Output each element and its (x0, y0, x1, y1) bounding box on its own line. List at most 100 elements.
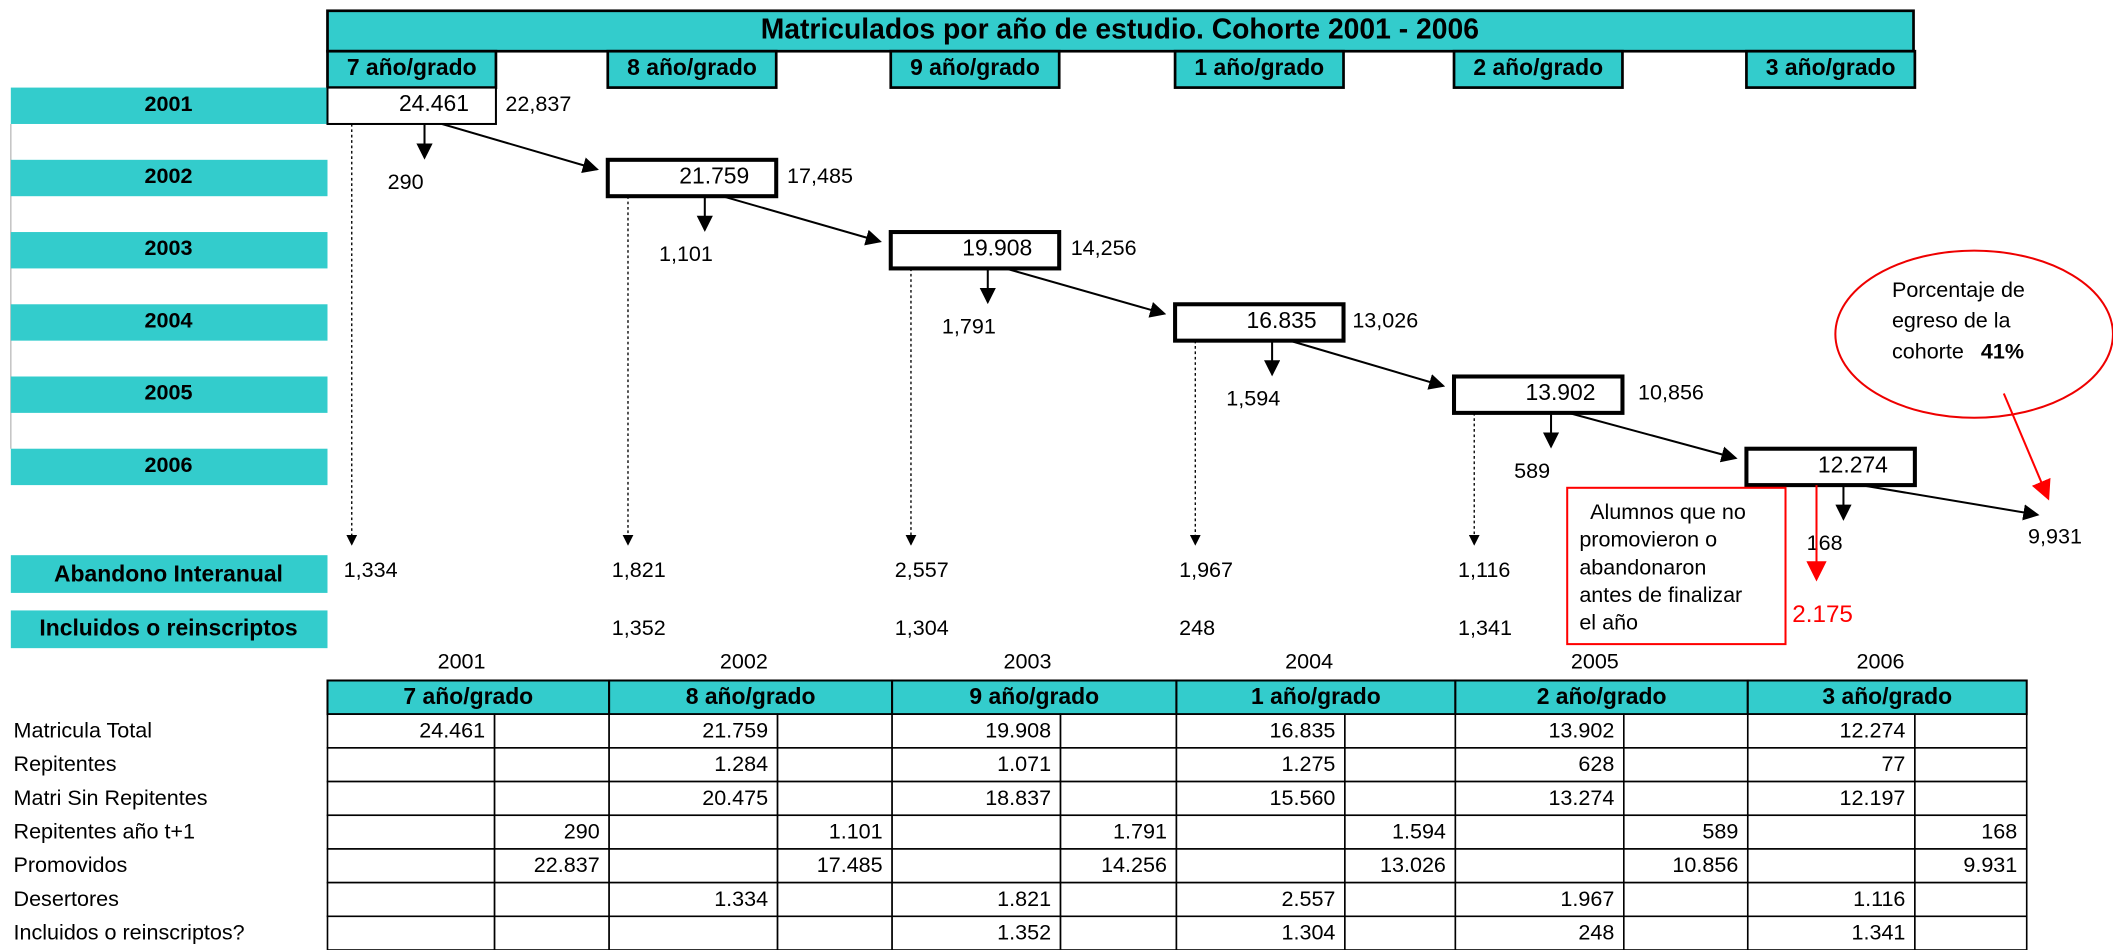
table-cell (891, 780, 1062, 817)
row-label: Desertores (14, 886, 119, 911)
enrolled-box (326, 86, 497, 125)
cell-value: 77 (1881, 751, 1905, 776)
table-cell (1175, 713, 1346, 749)
table-cell (1175, 848, 1346, 884)
table-cell (776, 814, 893, 850)
table-cell (1344, 713, 1457, 749)
cell-value: 12.197 (1840, 785, 1906, 810)
table-cell (891, 814, 1062, 850)
row-label: Matri Sin Repitentes (14, 785, 208, 810)
cell-value: 13.026 (1380, 852, 1446, 877)
table-cell (891, 713, 1062, 749)
repeat-value: 1,101 (659, 241, 713, 266)
callout-arrow (2002, 393, 2051, 501)
table-cell (493, 713, 610, 749)
callout-bold: 41% (1981, 339, 2024, 364)
table-cell (608, 915, 779, 950)
callout-line: Porcentaje de (1892, 277, 2025, 302)
note-line: Alumnos que no (1590, 499, 1746, 524)
grade-label: 9 año/grado (910, 54, 1040, 80)
promote-value: 22,837 (505, 91, 571, 116)
table-cell (1454, 915, 1625, 950)
cell-value: 19.908 (985, 717, 1051, 742)
table-cell (776, 915, 893, 950)
promote-arrow (441, 123, 599, 174)
cell-value: 589 (1702, 818, 1738, 843)
cell-value: 20.475 (702, 785, 768, 810)
cell-value: 13.902 (1548, 717, 1614, 742)
table-cell (1059, 713, 1178, 749)
cell-value: 1.101 (829, 818, 883, 843)
promote-value: 17,485 (787, 163, 853, 188)
table-cell (776, 747, 893, 783)
table-cell (608, 747, 779, 783)
table-cell (891, 848, 1062, 884)
cell-value: 1.967 (1560, 886, 1614, 911)
table-cell (1059, 881, 1178, 918)
row-label: Repitentes (14, 751, 117, 776)
cell-value: 12.274 (1840, 717, 1906, 742)
table-cell (1059, 780, 1178, 817)
callout-line: cohorte (1892, 339, 1964, 364)
year-bar (10, 448, 328, 486)
dropout-value: 2,557 (895, 557, 949, 582)
year-bar (10, 232, 328, 269)
table-cell (1914, 747, 2028, 783)
table-cell (608, 780, 779, 817)
repeat-value: 290 (388, 169, 424, 194)
year-bar (10, 87, 328, 124)
included-value: 1,304 (895, 615, 949, 640)
year-bar (10, 159, 328, 197)
grade-header (1452, 49, 1624, 89)
year-bar (10, 376, 328, 413)
table-cell (608, 848, 779, 884)
cell-value: 1.334 (714, 886, 768, 911)
promote-arrow (1289, 339, 1446, 390)
cell-value: 1.275 (1282, 751, 1336, 776)
cell-value: 14.256 (1101, 852, 1167, 877)
table-cell (1914, 881, 2028, 918)
repeat-value: 168 (1807, 530, 1843, 555)
title-bar (326, 9, 1915, 53)
included-bar (10, 610, 328, 649)
cell-value: 1.791 (1113, 818, 1167, 843)
table-cell (1622, 747, 1749, 783)
table-cell (1454, 848, 1625, 884)
table-header-label: 8 año/grado (686, 683, 816, 709)
table-cell (1344, 780, 1457, 817)
table-cell (1622, 915, 1749, 950)
table-cell (1344, 814, 1457, 850)
year-label: 2002 (145, 163, 193, 188)
callout-line: egreso de la (1892, 308, 2011, 333)
note-line: el año (1579, 610, 1638, 635)
note-line: abandonaron (1579, 554, 1706, 579)
year-label: 2003 (145, 235, 193, 260)
table-cell (1746, 915, 1916, 950)
cell-value: 17.485 (817, 852, 883, 877)
grade-label: 1 año/grado (1194, 54, 1324, 80)
table-cell (326, 915, 496, 950)
table-header-label: 2 año/grado (1537, 683, 1667, 709)
cell-value: 1.304 (1282, 920, 1336, 945)
table-cell (1622, 780, 1749, 817)
cell-value: 1.284 (714, 751, 768, 776)
included-label: Incluidos o reinscriptos (39, 614, 297, 640)
enrolled-box (888, 230, 1062, 271)
table-cell (1344, 915, 1457, 950)
note-value: 2.175 (1792, 601, 1853, 628)
included-value: 1,352 (612, 615, 666, 640)
table-year: 2001 (438, 649, 486, 674)
promote-value: 10,856 (1638, 380, 1704, 405)
cell-value: 168 (1981, 818, 2017, 843)
table-cell (1622, 713, 1749, 749)
grade-header (889, 49, 1061, 89)
promote-arrow (1568, 411, 1738, 463)
table-year: 2004 (1285, 649, 1333, 674)
table-header-label: 7 año/grado (403, 683, 533, 709)
enrolled-value: 13.902 (1525, 379, 1595, 405)
note-line: promovieron o (1579, 527, 1717, 552)
table-year: 2003 (1004, 649, 1052, 674)
cell-value: 290 (564, 818, 600, 843)
table-header (326, 679, 611, 716)
table-cell (1344, 881, 1457, 918)
